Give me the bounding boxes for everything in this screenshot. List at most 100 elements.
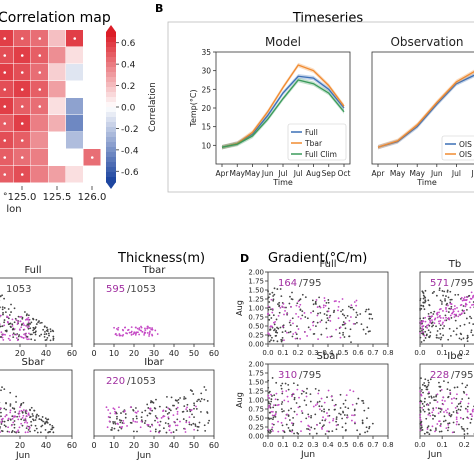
data-point [272,299,275,302]
data-point [461,382,464,385]
data-point [424,330,427,333]
highlight-point [1,417,4,420]
y-tick-label: 35 [201,48,211,57]
heatmap-cell [0,115,13,132]
highlight-point [119,334,122,337]
highlight-point [442,310,444,312]
data-point [440,423,442,425]
highlight-point [472,295,474,298]
data-point [0,427,1,430]
data-point [32,326,35,329]
data-point [14,411,17,413]
highlight-point [128,331,131,334]
data-point [367,407,370,410]
heatmap-cell [48,98,66,115]
data-point [448,327,451,330]
data-point [467,397,470,400]
data-point [140,416,143,419]
data-point [267,430,270,433]
data-point [49,423,51,426]
highlight-point [450,303,453,305]
highlight-point [25,415,28,418]
highlight-point [431,319,433,322]
data-point [150,400,152,402]
y-axis-label: Aug [235,392,244,408]
data-point [297,432,300,435]
data-point [10,303,12,306]
highlight-point [445,310,448,313]
data-point [424,378,427,381]
data-point [2,311,4,314]
data-point [310,414,313,417]
data-point [149,412,152,415]
data-point [313,332,316,335]
x-tick-label: 10 [109,441,119,450]
highlight-point [322,306,325,309]
x-tick-label: 0.3 [307,349,318,357]
highlight-point [466,296,469,298]
data-point [8,314,11,316]
highlight-point [190,409,192,412]
highlight-point [17,321,19,323]
highlight-point [277,314,280,317]
data-point [371,317,374,320]
data-point [277,303,279,306]
data-point [318,400,321,403]
data-point [345,429,347,431]
data-point [4,425,7,428]
data-point [423,308,426,311]
data-point [344,316,347,319]
highlight-point [184,428,186,430]
data-point [32,318,35,321]
series-line [377,71,474,148]
highlight-point [15,319,18,322]
data-point [268,318,271,321]
highlight-point [17,418,20,421]
correlation-x-axis: 125.0 125.5 126.0 ° lon [3,186,106,215]
data-point [200,398,203,400]
highlight-point [28,332,30,335]
y-tick-label: 1.25 [248,296,264,304]
x-tick-label: 20 [129,441,139,450]
data-point [270,317,273,319]
data-point [446,290,449,293]
highlight-point [445,409,447,412]
x-tick-label: 0.1 [277,441,288,449]
data-point [35,415,38,418]
data-point [34,424,37,427]
data-point [327,430,330,433]
data-point [424,337,427,339]
highlight-point [188,421,191,424]
highlight-point [297,300,300,303]
data-point [425,388,428,391]
data-point [205,389,207,391]
highlight-point [9,339,11,342]
data-point [419,299,422,302]
highlight-point [445,427,448,430]
highlight-point [442,396,445,399]
highlight-point [9,334,11,337]
data-point [270,308,272,311]
highlight-point [139,426,142,429]
data-point [462,305,465,307]
highlight-point [281,390,284,393]
data-point [428,303,431,306]
data-point [43,336,46,338]
x-tick-label: 0.2 [292,349,303,357]
data-point [338,412,341,415]
data-point [303,399,306,402]
data-point [5,408,7,411]
data-point [21,411,24,414]
data-point [430,396,433,399]
highlight-point [1,334,4,337]
data-point [464,386,467,389]
highlight-point [24,318,27,321]
highlight-point [449,308,452,311]
data-point [429,335,432,337]
data-point [439,389,442,392]
data-point [21,317,24,320]
highlight-point [453,305,456,307]
data-point [132,418,135,420]
heatmap-cell [48,47,66,64]
data-point [321,419,324,422]
